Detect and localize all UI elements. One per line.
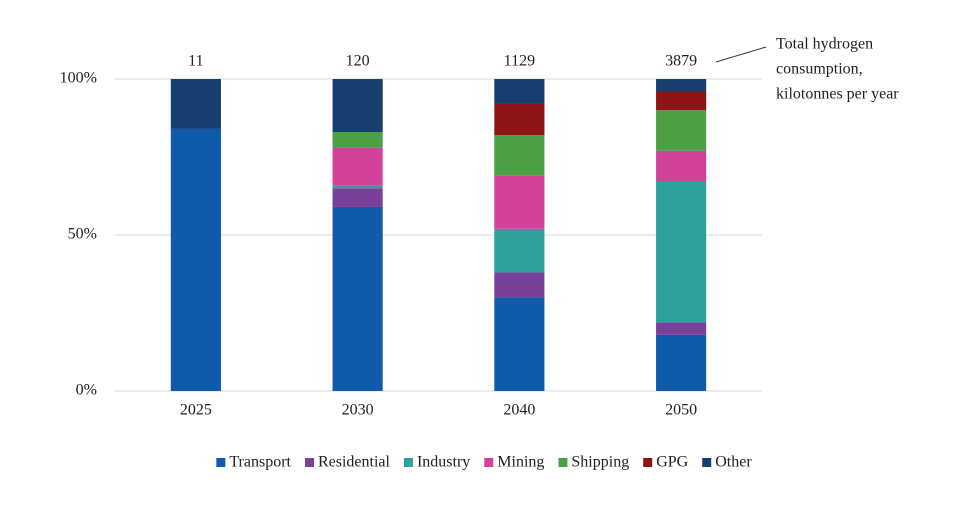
bar-segment <box>332 188 383 207</box>
legend-swatch <box>403 458 413 467</box>
legend-label: Other <box>715 454 752 471</box>
bar-segment <box>332 79 383 133</box>
bar-segment <box>494 103 545 136</box>
legend-label: Industry <box>417 454 470 471</box>
annotation-line: Total hydrogen <box>776 36 873 53</box>
bar-segment <box>332 147 383 186</box>
x-tick-label: 2030 <box>342 402 374 419</box>
bar-segment <box>494 79 545 104</box>
legend-label: Transport <box>229 454 291 471</box>
bar-segment <box>494 228 545 273</box>
bar-segment <box>170 79 221 129</box>
bar-segment <box>656 322 707 335</box>
legend-swatch <box>643 458 653 467</box>
bar-segment <box>494 135 545 176</box>
total-label: 11 <box>188 53 203 70</box>
x-tick-label: 2025 <box>180 402 212 419</box>
legend-swatch <box>558 458 568 467</box>
legend-swatch <box>304 458 314 467</box>
y-tick-label: 100% <box>60 70 97 87</box>
legend-label: GPG <box>656 454 688 471</box>
bar-segment <box>332 206 383 391</box>
annotation-line: consumption, <box>776 61 863 78</box>
bar-segment <box>494 175 545 229</box>
bar-segment <box>332 185 383 189</box>
bar-segment <box>656 79 707 92</box>
bar-segment <box>656 110 707 151</box>
legend-label: Residential <box>318 454 391 471</box>
bar-segment <box>494 272 545 298</box>
legend-swatch <box>216 458 226 467</box>
x-tick-label: 2050 <box>665 402 697 419</box>
bar-segment <box>170 128 221 392</box>
total-label: 3879 <box>665 53 697 70</box>
bar-segment <box>332 132 383 148</box>
annotation-line: kilotonnes per year <box>776 86 899 103</box>
x-tick-label: 2040 <box>503 402 535 419</box>
y-tick-label: 0% <box>76 382 97 399</box>
y-tick-label: 50% <box>68 226 97 243</box>
bar-segment <box>656 91 707 111</box>
bar-segment <box>656 181 707 323</box>
legend-label: Shipping <box>571 454 629 471</box>
annotation-leader <box>715 46 767 63</box>
legend-swatch <box>484 458 494 467</box>
bar-segment <box>656 334 707 391</box>
legend-label: Mining <box>497 454 544 471</box>
legend-swatch <box>702 458 712 467</box>
bar-segment <box>494 297 545 391</box>
total-label: 120 <box>346 53 370 70</box>
total-label: 1129 <box>504 53 535 70</box>
bar-segment <box>656 150 707 182</box>
